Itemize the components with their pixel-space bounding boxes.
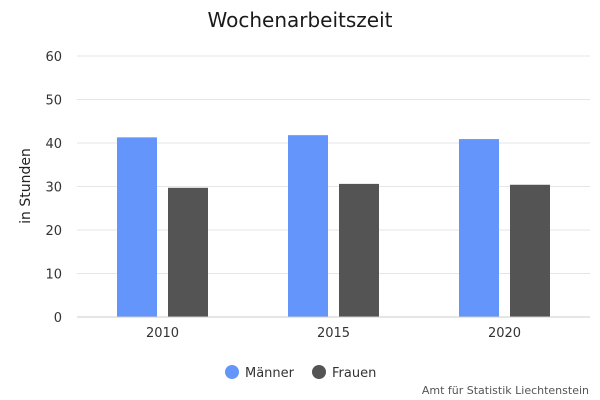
legend-label: Männer: [245, 366, 295, 381]
chart-title: Wochenarbeitszeit: [208, 8, 393, 32]
x-tick-label: 2015: [317, 326, 350, 341]
y-tick-label: 30: [45, 181, 62, 196]
y-tick-label: 10: [45, 268, 62, 283]
y-tick-labels: 0 10 20 30 40 50 60: [45, 50, 62, 326]
y-axis-label: in Stunden: [18, 148, 34, 224]
x-tick-labels: 2010 2015 2020: [146, 326, 521, 341]
x-tick-label: 2010: [146, 326, 179, 341]
bar-frauen-2020[interactable]: [510, 184, 550, 317]
bars: [117, 135, 550, 317]
source-credit: Amt für Statistik Liechtenstein: [422, 384, 589, 397]
legend-item-frauen[interactable]: Frauen: [312, 365, 376, 381]
x-tick-label: 2020: [488, 326, 521, 341]
legend-item-mnner[interactable]: Männer: [225, 365, 295, 381]
y-tick-label: 20: [45, 224, 62, 239]
legend[interactable]: Männer Frauen: [225, 365, 376, 381]
bar-mnner-2010[interactable]: [117, 137, 157, 317]
legend-label: Frauen: [332, 366, 376, 381]
legend-swatch: [225, 365, 239, 379]
bar-mnner-2020[interactable]: [459, 139, 499, 317]
bar-frauen-2015[interactable]: [339, 183, 379, 317]
grid-lines: [77, 55, 590, 274]
bar-mnner-2015[interactable]: [288, 135, 328, 317]
y-tick-label: 0: [54, 311, 62, 326]
y-tick-label: 60: [45, 50, 62, 65]
bar-frauen-2010[interactable]: [168, 187, 208, 317]
y-tick-label: 40: [45, 137, 62, 152]
legend-swatch: [312, 365, 326, 379]
y-tick-label: 50: [45, 94, 62, 109]
